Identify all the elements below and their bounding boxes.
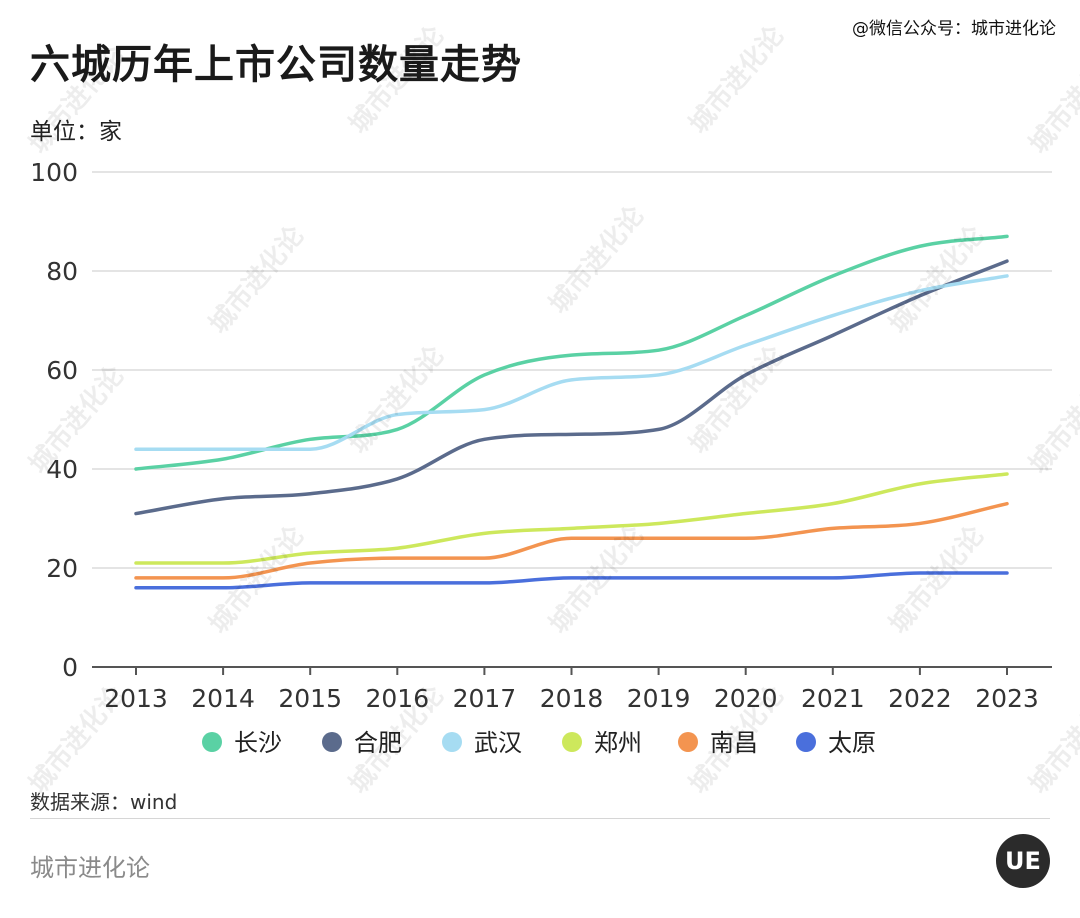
- x-axis: 2013 2014 2015 2016 2017 2018 2019 2020 2021 2022…: [92, 666, 1052, 713]
- legend-label: 合肥: [354, 729, 402, 757]
- grid-lines: [92, 171, 1052, 569]
- x-tick-label: 2023: [975, 684, 1039, 713]
- legend-label: 长沙: [234, 729, 282, 757]
- y-axis-ticks: 0 20 40 60 80 100: [30, 158, 78, 682]
- brand-name: 城市进化论: [30, 854, 150, 882]
- y-tick-label: 60: [46, 356, 78, 385]
- x-tick-label: 2015: [278, 684, 342, 713]
- legend-swatch: [322, 732, 342, 752]
- series-line-2: [134, 274, 1009, 451]
- series-line-3: [134, 472, 1009, 565]
- unit-label: 单位：家: [30, 119, 122, 145]
- legend-label: 武汉: [474, 729, 522, 757]
- legend-swatch: [562, 732, 582, 752]
- footer-divider: [30, 818, 1050, 819]
- legend-label: 郑州: [594, 729, 642, 757]
- y-tick-label: 100: [30, 158, 78, 187]
- x-tick-label: 2020: [714, 684, 778, 713]
- legend-label: 太原: [828, 729, 876, 757]
- legend: 长沙 合肥 武汉 郑州 南昌 太原: [202, 729, 876, 757]
- y-tick-label: 20: [46, 554, 78, 583]
- series-line-1: [134, 259, 1009, 516]
- x-tick-label: 2022: [888, 684, 952, 713]
- series-line-5: [134, 571, 1009, 590]
- x-tick-label: 2016: [365, 684, 429, 713]
- legend-swatch: [678, 732, 698, 752]
- wechat-credit: @微信公众号：城市进化论: [852, 19, 1056, 39]
- brand-logo: UE: [996, 834, 1050, 888]
- legend-swatch: [202, 732, 222, 752]
- data-source: 数据来源：wind: [30, 790, 178, 814]
- y-tick-label: 80: [46, 257, 78, 286]
- legend-swatch: [796, 732, 816, 752]
- x-tick-label: 2021: [801, 684, 865, 713]
- series-line-0: [134, 234, 1009, 471]
- legend-swatch: [442, 732, 462, 752]
- x-tick-label: 2013: [104, 684, 168, 713]
- x-tick-label: 2017: [453, 684, 517, 713]
- series-line-4: [134, 501, 1009, 580]
- series-lines: [134, 234, 1009, 590]
- x-tick-label: 2018: [540, 684, 604, 713]
- legend-label: 南昌: [710, 729, 758, 757]
- page-title: 六城历年上市公司数量走势: [30, 42, 522, 88]
- x-tick-label: 2014: [191, 684, 255, 713]
- y-tick-label: 0: [62, 653, 78, 682]
- y-tick-label: 40: [46, 455, 78, 484]
- x-tick-label: 2019: [627, 684, 691, 713]
